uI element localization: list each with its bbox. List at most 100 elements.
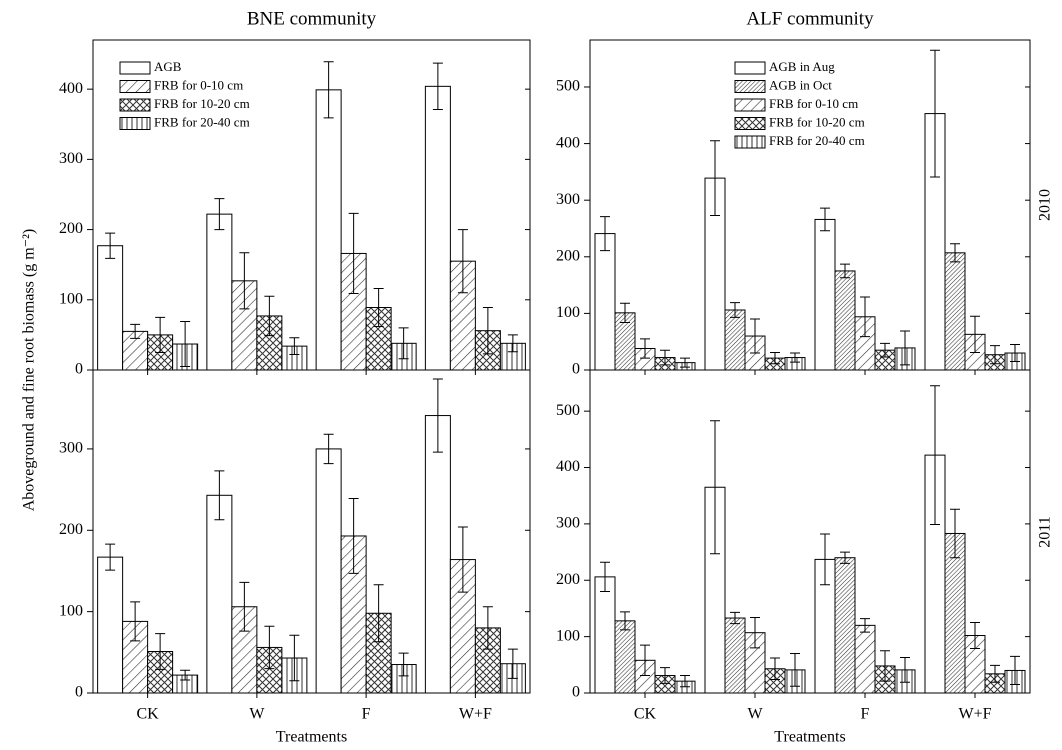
x-tick-label: F bbox=[861, 706, 870, 723]
legend-label: FRB for 0-10 cm bbox=[154, 77, 243, 92]
y-tick-label: 200 bbox=[59, 521, 83, 538]
bar bbox=[594, 576, 616, 694]
plot-frame bbox=[92, 369, 531, 694]
legend-swatch bbox=[734, 135, 766, 149]
legend-swatch bbox=[119, 61, 151, 75]
bar bbox=[854, 624, 876, 694]
error-bar bbox=[880, 342, 890, 358]
x-tick-label: F bbox=[362, 706, 371, 723]
error-bar bbox=[860, 618, 870, 633]
error-bar bbox=[507, 648, 518, 679]
error-bar bbox=[398, 327, 409, 360]
error-bar bbox=[820, 207, 830, 232]
legend-label: FRB for 20-40 cm bbox=[154, 114, 250, 129]
y-tick-label: 300 bbox=[556, 515, 580, 532]
error-bar bbox=[432, 62, 443, 111]
bar bbox=[724, 309, 746, 371]
error-bar bbox=[680, 675, 690, 688]
y-tick-label: 200 bbox=[556, 247, 580, 264]
error-bar bbox=[398, 652, 409, 677]
x-tick-label: W+F bbox=[958, 706, 991, 723]
error-bar bbox=[900, 330, 910, 366]
error-bar bbox=[457, 526, 468, 593]
bar bbox=[724, 617, 746, 694]
legend-swatch bbox=[734, 80, 766, 93]
error-bar bbox=[180, 321, 191, 367]
legend-label: FRB for 0-10 cm bbox=[769, 96, 858, 111]
error-bar bbox=[790, 352, 800, 363]
error-bar bbox=[880, 650, 890, 682]
error-bar bbox=[770, 657, 780, 680]
error-bar bbox=[970, 622, 980, 649]
y-tick-label: 400 bbox=[556, 134, 580, 151]
row-label: 2011 bbox=[1037, 516, 1054, 547]
y-tick-label: 300 bbox=[59, 150, 83, 167]
legend-swatch bbox=[734, 117, 766, 130]
bar bbox=[594, 233, 616, 371]
legend-swatch bbox=[734, 98, 766, 112]
x-axis-label: Treatments bbox=[276, 729, 347, 746]
y-tick-label: 0 bbox=[75, 361, 83, 378]
error-bar bbox=[930, 49, 940, 178]
legend-label: FRB for 10-20 cm bbox=[769, 114, 865, 129]
bar bbox=[424, 415, 451, 694]
bar bbox=[834, 557, 856, 694]
error-bar bbox=[264, 295, 275, 337]
x-tick-label: W bbox=[249, 706, 265, 723]
error-bar bbox=[323, 61, 334, 119]
error-bar bbox=[990, 345, 1000, 365]
chart-title: BNE community bbox=[247, 8, 377, 29]
y-tick-label: 300 bbox=[556, 191, 580, 208]
y-tick-label: 0 bbox=[75, 684, 83, 701]
bar bbox=[315, 448, 342, 694]
error-bar bbox=[840, 551, 850, 564]
legend-label: AGB in Oct bbox=[769, 77, 832, 92]
error-bar bbox=[950, 243, 960, 263]
y-tick-label: 100 bbox=[556, 304, 580, 321]
x-axis-label: Treatments bbox=[774, 729, 845, 746]
y-tick-label: 500 bbox=[556, 78, 580, 95]
error-bar bbox=[640, 644, 650, 677]
error-bar bbox=[680, 357, 690, 368]
bar bbox=[614, 620, 636, 694]
x-tick-label: CK bbox=[634, 706, 657, 723]
error-bar bbox=[105, 232, 116, 259]
error-bar bbox=[482, 307, 493, 355]
legend-swatch bbox=[734, 61, 766, 75]
error-bar bbox=[432, 378, 443, 453]
error-bar bbox=[105, 543, 116, 571]
error-bar bbox=[130, 323, 141, 339]
error-bar bbox=[930, 385, 940, 525]
error-bar bbox=[600, 216, 610, 252]
error-bar bbox=[507, 334, 518, 353]
y-tick-label: 400 bbox=[59, 80, 83, 97]
bar bbox=[206, 494, 233, 694]
error-bar bbox=[214, 198, 225, 231]
plot-frame bbox=[589, 369, 1031, 694]
error-bar bbox=[990, 664, 1000, 683]
legend-label: FRB for 10-20 cm bbox=[154, 96, 250, 111]
y-tick-label: 100 bbox=[556, 627, 580, 644]
error-bar bbox=[348, 498, 359, 574]
legend-swatch bbox=[119, 98, 151, 112]
error-bar bbox=[730, 302, 740, 318]
legend-label: AGB in Aug bbox=[769, 59, 835, 74]
error-bar bbox=[620, 302, 630, 323]
legend-swatch bbox=[119, 117, 151, 130]
error-bar bbox=[373, 584, 384, 643]
error-bar bbox=[1010, 344, 1020, 363]
y-tick-label: 0 bbox=[572, 361, 580, 378]
error-bar bbox=[323, 433, 334, 465]
error-bar bbox=[214, 470, 225, 521]
x-tick-label: CK bbox=[137, 706, 160, 723]
bar bbox=[814, 218, 836, 371]
error-bar bbox=[840, 263, 850, 279]
error-bar bbox=[900, 656, 910, 683]
error-bar bbox=[373, 288, 384, 327]
bar bbox=[834, 270, 856, 371]
y-tick-label: 200 bbox=[556, 571, 580, 588]
error-bar bbox=[155, 316, 166, 353]
legend-label: FRB for 20-40 cm bbox=[769, 133, 865, 148]
error-bar bbox=[660, 349, 670, 366]
error-bar bbox=[180, 669, 191, 681]
